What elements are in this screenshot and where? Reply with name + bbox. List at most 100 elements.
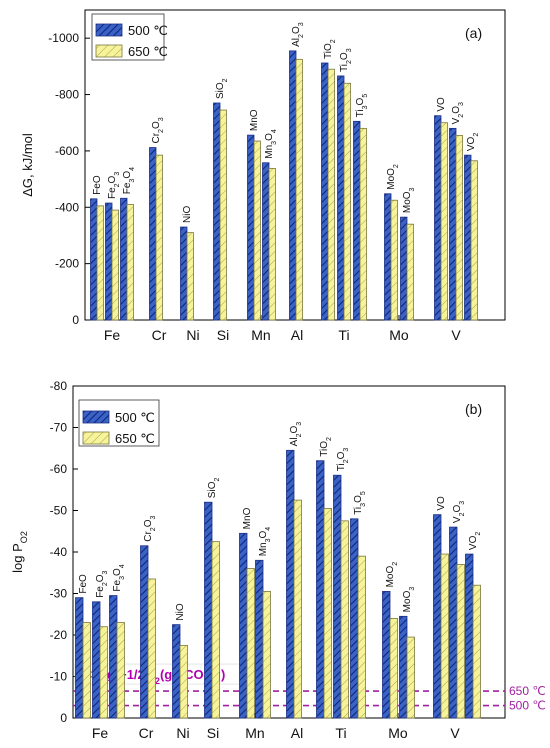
x-category-label: Ti <box>338 327 349 343</box>
y-tick-label: -400 <box>55 200 79 214</box>
bar-500C <box>90 198 98 321</box>
oxide-label: SiO2 <box>215 78 229 99</box>
oxide-label: Ti2O3 <box>339 48 353 72</box>
y-axis-label: ΔG, kJ/mol <box>20 133 35 197</box>
oxide-label: Al2O3 <box>291 22 305 47</box>
oxide-label: Fe2O3 <box>95 570 109 597</box>
oxide-label: Fe3O4 <box>112 564 126 591</box>
bar-650C <box>440 553 449 719</box>
bar-650C <box>246 568 255 719</box>
oxide-label: TiO2 <box>323 39 337 59</box>
oxide-label: VO2 <box>468 532 482 550</box>
bar-650C <box>293 499 302 719</box>
bar-500C <box>333 474 342 719</box>
y-tick-label: 0 <box>60 711 67 725</box>
oxide-label: FeO <box>92 175 103 195</box>
bar-650C <box>179 644 188 719</box>
oxide-label: Fe2O3 <box>107 172 121 199</box>
bar-500C <box>465 553 474 719</box>
y-tick-label: -200 <box>55 257 79 271</box>
bar-500C <box>350 518 359 719</box>
bar-500C <box>433 514 442 719</box>
bar-650C <box>116 622 125 719</box>
bar-500C <box>449 526 458 719</box>
bar-650C <box>440 122 448 321</box>
panel-label: (b) <box>465 401 482 417</box>
bar-500C <box>172 624 181 719</box>
bar-650C <box>323 508 332 719</box>
bar-650C <box>406 636 415 719</box>
oxide-label: Ti3O5 <box>355 94 369 118</box>
oxide-label: Ti2O3 <box>336 448 350 472</box>
oxide-label: FeO <box>78 574 89 594</box>
oxide-label: MnO <box>249 109 260 131</box>
x-category-label: Fe <box>92 725 109 741</box>
oxide-label: MoO2 <box>386 164 400 190</box>
oxide-label: MoO2 <box>385 562 399 588</box>
oxide-label: NiO <box>182 206 193 223</box>
bar-500C <box>464 154 472 321</box>
y-tick-label: -20 <box>50 628 68 642</box>
legend-label: 500 ℃ <box>115 410 155 425</box>
bar-500C <box>449 127 457 321</box>
bar-500C <box>255 559 264 719</box>
bar-650C <box>126 204 134 321</box>
bar-650C <box>390 199 398 321</box>
bar-650C <box>219 109 227 321</box>
y-tick-label: -80 <box>50 379 68 393</box>
bar-500C <box>316 460 325 719</box>
bar-500C <box>337 75 345 321</box>
y-axis-label: log PO2 <box>10 531 29 573</box>
oxide-label: VO <box>436 97 447 112</box>
legend-swatch <box>95 23 123 37</box>
y-tick-label: -10 <box>50 670 68 684</box>
oxide-label: VO2 <box>466 133 480 151</box>
oxide-label: MoO3 <box>402 187 416 213</box>
panel-b-chart: 0 -10 -20 -30 -40 -50 -60 -70 -80 log PO2 (b) Fe Cr N… <box>10 379 546 741</box>
bar-650C <box>359 127 367 321</box>
oxide-label: V2O3 <box>451 102 465 124</box>
bar-650C <box>295 58 303 321</box>
bar-650C <box>155 154 163 321</box>
y-tick-label: -50 <box>50 504 68 518</box>
bar-650C <box>253 140 261 321</box>
bar-650C <box>472 584 481 719</box>
oxide-label: Al2O3 <box>289 422 303 447</box>
bar-500C <box>289 50 297 321</box>
legend-box <box>91 13 165 61</box>
bar-650C <box>147 578 156 719</box>
bar-500C <box>149 147 157 321</box>
oxide-label: VO <box>436 496 447 511</box>
bar-500C <box>180 226 188 321</box>
bar-500C <box>400 216 408 321</box>
legend-swatch <box>95 44 123 58</box>
bar-500C <box>109 595 118 719</box>
oxide-label: Ti3O5 <box>353 491 367 515</box>
y-tick-label: -40 <box>50 545 68 559</box>
bar-650C <box>111 209 119 321</box>
panel-a-chart: 0 -200 -400 -600 -800 -1000 ΔG, kJ/mol (a) Fe Cr N… <box>20 9 506 343</box>
bar-500C <box>75 597 84 719</box>
legend-swatch <box>82 431 110 445</box>
bar-650C <box>327 68 335 321</box>
y-tick-label: -600 <box>55 144 79 158</box>
bar-500C <box>204 501 213 719</box>
y-tick-label: -1000 <box>48 31 79 45</box>
bar-650C <box>262 591 271 719</box>
x-category-label: Al <box>291 725 303 741</box>
x-category-label: Si <box>217 327 229 343</box>
oxide-label: V2O3 <box>452 501 466 523</box>
bar-500C <box>286 449 295 719</box>
oxide-label: TiO2 <box>319 437 333 457</box>
bar-500C <box>384 193 392 321</box>
oxide-label: MoO3 <box>402 587 416 613</box>
x-category-label: V <box>450 725 460 741</box>
x-category-label: Mo <box>388 725 408 741</box>
y-tick-label: 0 <box>72 313 79 327</box>
bar-650C <box>96 205 104 321</box>
bar-650C <box>455 135 463 321</box>
bar-650C <box>186 232 194 321</box>
bar-650C <box>340 520 349 719</box>
legend-label: 500 ℃ <box>128 23 168 38</box>
x-category-label: Mn <box>251 327 270 343</box>
